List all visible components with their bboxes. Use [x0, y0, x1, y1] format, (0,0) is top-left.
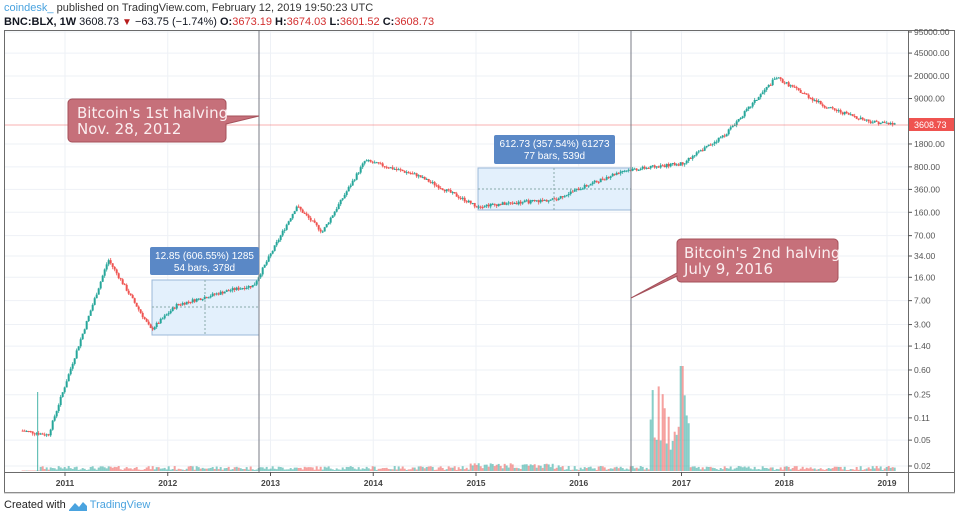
svg-text:Bitcoin's 1st halving: Bitcoin's 1st halving: [77, 104, 228, 122]
price-tick-label: 1800.00: [914, 139, 945, 149]
price-tick-label: 1.40: [914, 341, 931, 351]
time-tick-label: 2018: [775, 478, 794, 488]
svg-text:Bitcoin's 2nd halving: Bitcoin's 2nd halving: [684, 244, 840, 262]
down-triangle-icon: ▼: [122, 17, 132, 28]
close-label: C:: [382, 16, 395, 28]
price-tick-label: 0.11: [914, 413, 930, 423]
svg-text:Nov. 28, 2012: Nov. 28, 2012: [77, 120, 181, 138]
price-tick-label: 45000.00: [914, 48, 950, 58]
high-label: H:: [275, 16, 287, 28]
symbol-name: BNC:BLX, 1W: [4, 16, 77, 28]
tradingview-link[interactable]: TradingView: [89, 499, 151, 511]
measure2-label[interactable]: 612.73 (357.54%) 61273 77 bars, 539d: [494, 135, 615, 164]
price-tick-label: 20000.00: [914, 71, 950, 81]
time-axis-ticks: 2011 2012 2013 2014 2015 2016 2017 2018 2019: [56, 472, 897, 488]
time-tick-label: 2017: [672, 478, 691, 488]
publish-text: published on TradingView.com, February 1…: [56, 2, 374, 14]
price-tick-label: 0.25: [914, 390, 931, 400]
halving2-callout[interactable]: Bitcoin's 2nd halving July 9, 2016: [630, 238, 840, 299]
tradingview-logo-icon[interactable]: [68, 500, 87, 511]
corner-box: [908, 472, 955, 493]
price-tick-label: 0.02: [914, 461, 931, 471]
last-price-label: 3608.73: [909, 118, 954, 131]
price-tick-label: 34.00: [914, 251, 936, 261]
time-tick-label: 2011: [56, 478, 75, 488]
candlestick-series: [21, 76, 896, 438]
price-tick-label: 70.00: [914, 231, 936, 241]
price-axis-ticks: 95000.00 45000.00 20000.00 9000.00 1800.00 80…: [908, 27, 950, 471]
time-tick-label: 2016: [569, 478, 588, 488]
volume-bars: [21, 366, 896, 471]
time-axis-frame[interactable]: [4, 472, 909, 493]
open-label: O:: [219, 16, 233, 28]
measure1-label[interactable]: 12.85 (606.55%) 1285 54 bars, 378d: [150, 247, 259, 275]
time-tick-label: 2013: [261, 478, 280, 488]
footer-credit: Created with TradingView: [4, 499, 150, 511]
svg-text:612.73 (357.54%) 61273: 612.73 (357.54%) 61273: [499, 139, 610, 150]
close-value: 3608.73: [394, 16, 435, 28]
price-tick-label: 7.00: [914, 296, 931, 306]
price-tick-label: 800.00: [914, 162, 940, 172]
svg-text:54 bars, 378d: 54 bars, 378d: [174, 263, 235, 274]
high-value: 3674.03: [286, 16, 327, 28]
svg-text:3608.73: 3608.73: [914, 120, 947, 130]
time-tick-label: 2015: [467, 478, 486, 488]
halving1-callout[interactable]: Bitcoin's 1st halving Nov. 28, 2012: [67, 98, 260, 143]
price-tick-label: 0.60: [914, 365, 931, 375]
svg-text:July 9, 2016: July 9, 2016: [683, 260, 773, 278]
time-tick-label: 2012: [158, 478, 177, 488]
low-value: 3601.52: [339, 16, 380, 28]
low-label: L:: [329, 16, 340, 28]
svg-text:77 bars, 539d: 77 bars, 539d: [524, 151, 585, 162]
time-tick-label: 2019: [878, 478, 897, 488]
price-tick-label: 360.00: [914, 184, 940, 194]
publish-info: coindesk_ published on TradingView.com, …: [4, 2, 373, 14]
created-with-text: Created with: [4, 499, 66, 511]
price-change: −63.75 (−1.74%): [134, 16, 217, 28]
price-tick-label: 16.00: [914, 272, 936, 282]
symbol-legend: BNC:BLX, 1W 3608.73 ▼ −63.75 (−1.74%) O:…: [4, 16, 434, 28]
svg-text:12.85 (606.55%) 1285: 12.85 (606.55%) 1285: [155, 251, 254, 262]
price-tick-label: 95000.00: [914, 27, 950, 37]
publisher-brand[interactable]: coindesk_: [4, 2, 54, 14]
price-tick-label: 160.00: [914, 207, 940, 217]
price-tick-label: 3.00: [914, 320, 931, 330]
price-tick-label: 9000.00: [914, 94, 945, 104]
last-price: 3608.73: [79, 16, 119, 28]
open-value: 3673.19: [232, 16, 272, 28]
time-tick-label: 2014: [364, 478, 383, 488]
price-tick-label: 0.05: [914, 435, 931, 445]
